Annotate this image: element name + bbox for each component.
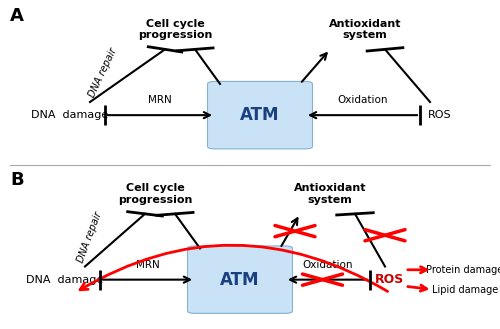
Text: Cell cycle
progression: Cell cycle progression xyxy=(118,183,192,205)
FancyBboxPatch shape xyxy=(188,246,292,313)
Text: Protein damage: Protein damage xyxy=(426,265,500,275)
Text: ATM: ATM xyxy=(240,106,280,124)
Text: DNA  damage: DNA damage xyxy=(26,275,104,285)
Text: A: A xyxy=(10,7,24,25)
Text: ROS: ROS xyxy=(376,273,404,286)
Text: Lipid damage: Lipid damage xyxy=(432,285,498,294)
Text: Antioxidant
system: Antioxidant system xyxy=(294,183,366,205)
Text: Oxidation: Oxidation xyxy=(302,260,353,270)
Text: B: B xyxy=(10,171,24,189)
Text: Antioxidant
system: Antioxidant system xyxy=(329,19,401,40)
Text: Oxidation: Oxidation xyxy=(338,95,388,105)
Text: DNA repair: DNA repair xyxy=(76,210,104,264)
Text: MRN: MRN xyxy=(148,95,172,105)
Text: ROS: ROS xyxy=(428,110,452,120)
Text: MRN: MRN xyxy=(136,260,160,270)
FancyBboxPatch shape xyxy=(208,82,312,149)
Text: DNA  damage: DNA damage xyxy=(32,110,108,120)
Text: DNA repair: DNA repair xyxy=(86,46,118,99)
Text: ATM: ATM xyxy=(220,271,260,289)
Text: Cell cycle
progression: Cell cycle progression xyxy=(138,19,212,40)
